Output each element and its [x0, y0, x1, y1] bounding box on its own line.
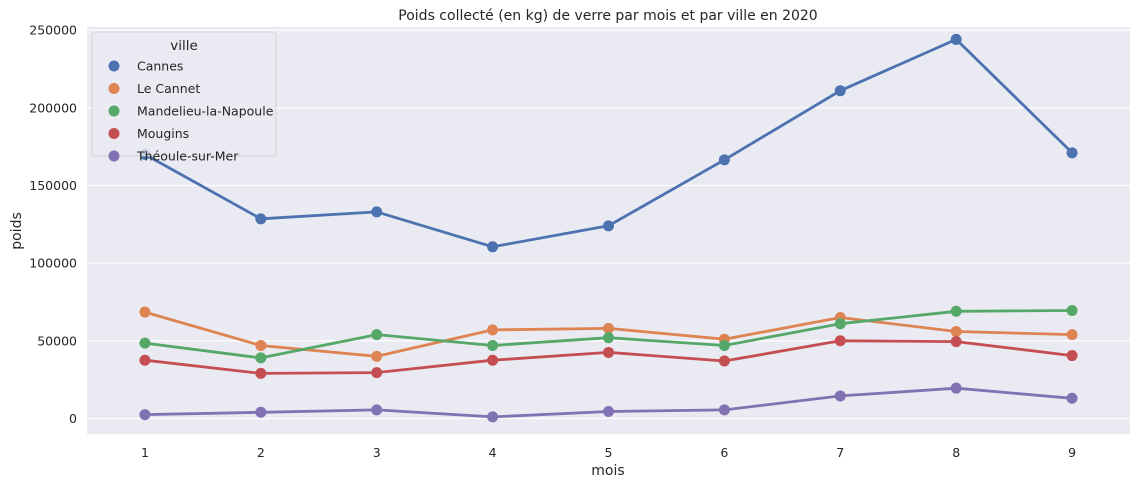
data-point [371, 329, 383, 341]
data-point [487, 324, 499, 336]
data-point [255, 352, 267, 364]
legend-marker [108, 105, 120, 117]
data-point [603, 405, 614, 417]
data-point [255, 367, 267, 379]
data-point [718, 404, 730, 416]
data-point [834, 85, 846, 97]
series-mandelieu-la-napoule [139, 305, 1078, 364]
data-point [255, 339, 267, 351]
data-point [1066, 350, 1078, 362]
legend-marker [108, 60, 120, 72]
legend-box [91, 31, 277, 157]
x-tick-label: 4 [489, 445, 497, 460]
series-mougins [139, 335, 1078, 379]
data-point [371, 404, 383, 416]
data-point [371, 350, 383, 362]
x-tick-label: 8 [952, 445, 960, 460]
data-point [718, 154, 730, 166]
x-tick-label: 9 [1068, 445, 1076, 460]
legend-marker [108, 150, 120, 162]
data-point [139, 354, 151, 366]
data-point [718, 339, 730, 351]
data-point [718, 355, 730, 367]
legend: ville Cannes Le Cannet Mandelieu-la-Napoul… [91, 31, 277, 164]
y-tick-label: 0 [69, 411, 77, 426]
data-point [603, 346, 614, 358]
y-tick-label: 200000 [29, 100, 77, 115]
x-tick-label: 7 [836, 445, 844, 460]
data-point [834, 390, 846, 402]
data-point [139, 409, 151, 421]
data-point [834, 318, 846, 330]
data-point [950, 336, 962, 348]
x-tick-label: 3 [373, 445, 381, 460]
data-point [603, 322, 614, 334]
y-tick-label: 250000 [29, 23, 77, 38]
data-point [487, 411, 499, 423]
data-point [371, 367, 383, 379]
legend-label: Théoule-sur-Mer [136, 149, 239, 164]
series-layer [139, 33, 1078, 423]
x-tick-label: 2 [257, 445, 265, 460]
y-tick-label: 100000 [29, 256, 77, 271]
y-tick-label: 150000 [29, 178, 77, 193]
data-point [603, 332, 614, 344]
series-cannes [139, 33, 1078, 253]
y-tick-labels: 0 50000 100000 150000 200000 250000 [29, 23, 77, 426]
data-point [950, 305, 962, 317]
legend-marker [108, 128, 120, 139]
data-point [1066, 329, 1078, 341]
data-point [950, 382, 962, 394]
x-tick-label: 5 [605, 445, 613, 460]
data-point [255, 213, 267, 225]
data-point [487, 339, 499, 351]
legend-label: Le Cannet [137, 81, 200, 96]
legend-label: Cannes [137, 59, 183, 74]
data-point [371, 206, 383, 218]
data-point [603, 220, 614, 232]
y-tick-label: 50000 [37, 333, 77, 348]
data-point [1066, 305, 1078, 317]
data-point [255, 406, 267, 418]
x-tick-label: 6 [720, 445, 728, 460]
x-axis-title: mois [591, 463, 624, 479]
data-point [950, 325, 962, 337]
chart-title: Poids collecté (en kg) de verre par mois… [398, 8, 817, 24]
data-point [139, 306, 151, 318]
x-tick-label: 1 [141, 445, 149, 460]
y-axis-title: poids [9, 212, 25, 250]
data-point [1066, 392, 1078, 404]
legend-label: Mandelieu-la-Napoule [137, 104, 274, 119]
x-tick-labels: 1 2 3 4 5 6 7 8 9 [141, 445, 1076, 460]
data-point [834, 335, 846, 347]
data-point [139, 337, 151, 349]
data-point [487, 241, 499, 253]
legend-title: ville [170, 38, 198, 54]
legend-label: Mougins [137, 126, 189, 141]
series-th-oule-sur-mer [139, 382, 1078, 423]
data-point [487, 354, 499, 366]
legend-marker [108, 83, 120, 94]
data-point [950, 33, 962, 45]
data-point [1066, 147, 1078, 159]
legend-items: Cannes Le Cannet Mandelieu-la-Napoule Mougi… [108, 59, 274, 164]
